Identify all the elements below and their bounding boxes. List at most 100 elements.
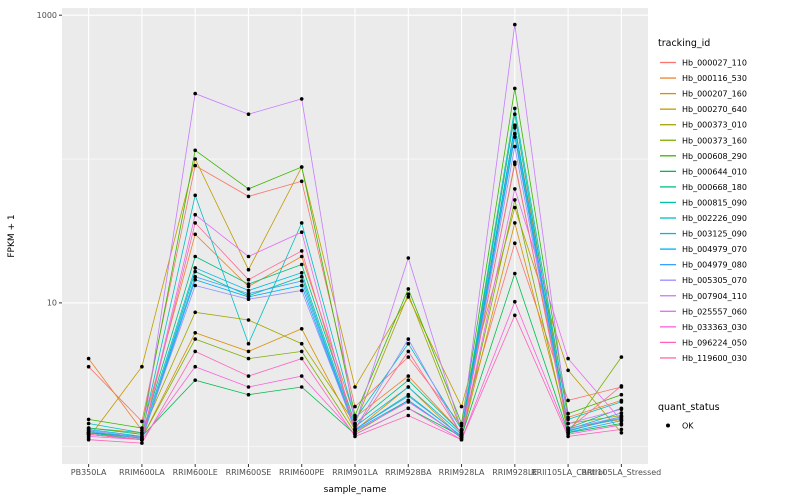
x-axis-title: sample_name	[324, 485, 387, 495]
data-point	[513, 106, 517, 111]
data-point	[513, 160, 517, 164]
data-point	[619, 392, 624, 397]
data-point	[193, 364, 197, 369]
data-point	[513, 112, 517, 116]
data-point	[353, 385, 357, 389]
data-point	[406, 287, 411, 291]
x-tick-label: RRIM600LE	[173, 468, 218, 477]
data-point	[193, 378, 197, 383]
legend-label: Hb_000608_290	[682, 152, 747, 161]
data-point	[193, 283, 197, 288]
data-point	[566, 411, 570, 416]
data-point	[406, 349, 411, 354]
legend-label: Hb_033363_030	[682, 323, 747, 332]
data-point	[353, 417, 357, 422]
legend-label: Hb_007904_110	[682, 292, 747, 301]
data-point	[193, 232, 197, 237]
data-point	[140, 419, 144, 424]
data-point	[299, 274, 304, 279]
data-point	[299, 283, 304, 288]
legend-entry: Hb_000270_640	[660, 105, 747, 114]
legend-key-point	[666, 423, 670, 428]
data-point	[513, 187, 517, 191]
data-point	[246, 267, 251, 272]
legend-label: OK	[682, 422, 694, 431]
legend-label: Hb_119600_030	[682, 354, 747, 363]
data-point	[299, 385, 304, 389]
data-point	[86, 428, 91, 433]
data-point	[459, 404, 464, 409]
data-point	[193, 157, 197, 161]
data-point	[140, 426, 144, 430]
y-tick-label: 10	[47, 299, 57, 308]
data-point	[193, 221, 197, 225]
data-point	[619, 384, 624, 388]
x-axis-tick-labels: PB350LA RRIM600LA RRIM600LE RRIM600SE RRIM60…	[71, 468, 661, 477]
y-tick-label: 1000	[37, 11, 57, 20]
data-point	[246, 341, 251, 346]
legend-entry: Hb_002226_090	[660, 214, 747, 223]
data-point	[246, 112, 251, 116]
data-point	[299, 249, 304, 253]
data-point	[406, 341, 411, 346]
data-point	[140, 364, 144, 369]
data-point	[513, 126, 517, 130]
data-points	[86, 22, 624, 445]
data-point	[406, 378, 411, 383]
data-point	[406, 355, 411, 359]
data-point	[513, 86, 517, 91]
data-point	[406, 337, 411, 341]
data-point	[459, 428, 464, 433]
legend-label: Hb_002226_090	[682, 214, 747, 223]
data-point	[513, 131, 517, 136]
data-point	[246, 349, 251, 354]
legend-entry: Hb_000116_530	[660, 74, 747, 83]
legend-entry: Hb_000373_010	[660, 121, 747, 130]
data-point	[619, 355, 624, 359]
data-point	[299, 262, 304, 267]
data-point	[299, 341, 304, 346]
data-point	[246, 374, 251, 378]
x-tick-label: RRIM600PE	[279, 468, 325, 477]
data-point	[566, 427, 570, 432]
legend-entry: Hb_003125_090	[660, 230, 747, 239]
data-point	[246, 194, 251, 199]
legend-label: Hb_003125_090	[682, 230, 747, 239]
data-point	[140, 437, 144, 442]
legend-entry: Hb_007904_110	[660, 292, 747, 301]
data-point	[566, 417, 570, 422]
legend-entry: Hb_000668_180	[660, 183, 747, 192]
data-point	[299, 179, 304, 184]
data-point	[459, 421, 464, 426]
legend-entry: Hb_004979_080	[660, 261, 747, 270]
data-point	[513, 241, 517, 245]
legend-label: Hb_000270_640	[682, 105, 747, 114]
data-point	[619, 431, 624, 435]
axis-ticks	[59, 14, 622, 467]
data-point	[299, 327, 304, 331]
data-point	[86, 437, 91, 442]
legend-label: Hb_005305_070	[682, 276, 747, 285]
data-point	[406, 256, 411, 260]
legend-entry: Hb_000373_160	[660, 136, 747, 145]
data-point	[513, 221, 517, 225]
legend-entry: Hb_000027_110	[660, 59, 747, 68]
x-tick-label: RRII105LA_Control	[531, 468, 605, 477]
legend-entry: Hb_004979_070	[660, 245, 747, 254]
data-point	[513, 313, 517, 318]
data-point	[353, 413, 357, 418]
data-point	[86, 421, 91, 426]
data-point	[353, 434, 357, 439]
data-point	[459, 432, 464, 437]
data-point	[299, 221, 304, 225]
data-point	[406, 292, 411, 297]
data-point	[140, 441, 144, 445]
legend-entry: Hb_119600_030	[660, 354, 747, 363]
data-point	[619, 414, 624, 419]
data-point	[193, 91, 197, 96]
legend-label: Hb_000373_010	[682, 121, 747, 130]
data-point	[406, 394, 411, 398]
data-point	[353, 427, 357, 432]
x-tick-label: RRIM928LE	[492, 468, 537, 477]
legend-label: Hb_000644_010	[682, 167, 747, 176]
